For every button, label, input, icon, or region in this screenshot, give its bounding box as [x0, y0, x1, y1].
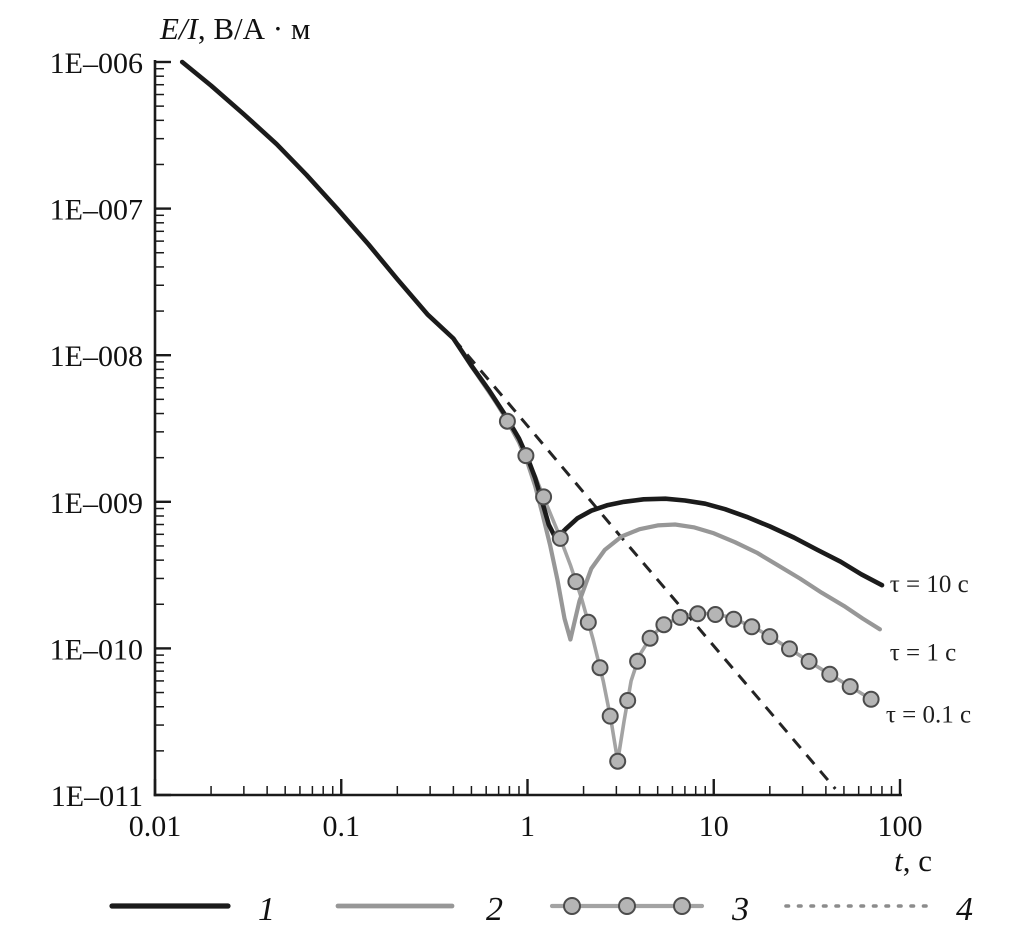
curve-annotation: τ = 1 с	[890, 640, 957, 667]
curve-3-marker	[671, 608, 689, 626]
y-tick-label: 1E–008	[50, 340, 143, 373]
curve-3-marker	[781, 640, 798, 658]
curve-3-marker	[619, 692, 637, 709]
curve-3-marker	[551, 529, 569, 547]
x-tick-label: 0.01	[129, 810, 182, 843]
curve-3-marker	[535, 488, 553, 506]
curve-2	[451, 336, 882, 642]
curve-3-marker	[629, 652, 647, 670]
curve-3-marker	[591, 659, 609, 677]
legend-marker	[673, 897, 691, 915]
y-tick-label: 1E–009	[50, 487, 143, 520]
curve-3-marker	[517, 447, 535, 465]
x-tick-label: 1	[520, 810, 535, 843]
curve-3-marker	[862, 690, 880, 708]
curve-3-marker	[821, 665, 839, 683]
x-tick-label: 0.1	[323, 810, 361, 843]
curve-3-marker	[761, 628, 779, 646]
legend-label-1: 1	[258, 891, 275, 928]
curve-1	[179, 59, 885, 588]
curve-3-marker	[800, 652, 818, 670]
curve-3-marker	[725, 610, 743, 628]
y-axis-title: E/I, В/А · м	[159, 11, 311, 46]
axes: 0.01 0.1 1 10 100 1E–006 1E–007 1E–008 1E–009 1E–…	[50, 47, 923, 843]
y-tick-label: 1E–011	[51, 780, 143, 813]
legend-label-3: 3	[731, 891, 749, 928]
curve-annotations: τ = 10 с τ = 1 с τ = 0.1 с	[886, 571, 971, 729]
legend-label-2: 2	[486, 891, 503, 928]
curve-3-marker	[743, 618, 761, 636]
legend: 1 2 3 4	[109, 891, 973, 928]
curve-3-marker	[498, 412, 516, 430]
curve-3-marker	[841, 678, 859, 696]
curve-3-marker	[601, 707, 619, 725]
x-axis-title: t, с	[894, 843, 932, 878]
curve-3-marker	[567, 573, 585, 591]
x-tick-label: 10	[699, 810, 729, 843]
curve-markers	[498, 412, 880, 770]
curve-3	[461, 350, 876, 763]
curves	[179, 59, 885, 790]
curve-3-marker	[641, 629, 659, 647]
curve-3-marker	[579, 613, 597, 631]
curve-3-marker	[706, 606, 724, 623]
legend-marker	[563, 897, 581, 915]
curve-annotation: τ = 0.1 с	[886, 701, 971, 728]
curve-3-marker	[655, 616, 673, 634]
y-tick-label: 1E–006	[50, 47, 143, 80]
y-tick-label: 1E–007	[50, 194, 143, 227]
legend-label-4: 4	[956, 891, 973, 928]
legend-marker	[618, 897, 636, 915]
y-tick-label: 1E–010	[50, 633, 143, 666]
x-tick-label: 100	[878, 810, 923, 843]
curve-3-marker	[689, 605, 707, 623]
curve-3-marker	[609, 752, 627, 770]
curve-4	[452, 337, 837, 790]
curve-annotation: τ = 10 с	[890, 571, 969, 598]
